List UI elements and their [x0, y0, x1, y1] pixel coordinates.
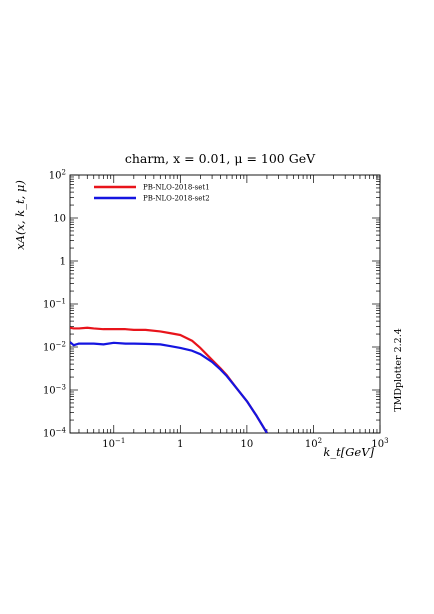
x-tick-label: 103 — [371, 437, 388, 450]
legend-label-1: PB-NLO-2018-set1 — [143, 184, 210, 192]
y-tick-label: 10−4 — [43, 427, 67, 440]
x-axis-label: k_t[GeV] — [323, 445, 374, 459]
plot-frame — [69, 174, 381, 434]
y-tick-label: 10−1 — [43, 298, 66, 311]
y-tick-label: 1 — [60, 257, 66, 268]
legend-label-2: PB-NLO-2018-set2 — [143, 195, 210, 203]
x-tick-label: 10−1 — [102, 437, 125, 450]
series-line-2 — [70, 341, 268, 433]
x-tick-label: 1 — [177, 439, 183, 450]
chart-title: charm, x = 0.01, μ = 100 GeV — [125, 151, 316, 166]
y-tick-label: 102 — [49, 169, 66, 182]
side-label: TMDplotter 2.2.4 — [393, 328, 404, 412]
x-tick-label: 102 — [305, 437, 322, 450]
x-tick-label: 10 — [241, 439, 254, 450]
plot-area: 10−1 1 10 102 103 10−4 10−3 10−2 10−1 1 10 102 PB-NL… — [43, 169, 389, 451]
y-tick-label: 10−2 — [43, 341, 66, 354]
y-tick-label: 10−3 — [43, 384, 66, 397]
y-tick-label: 10 — [53, 214, 66, 225]
y-axis-label: xA(x, k_t, μ) — [13, 180, 27, 250]
